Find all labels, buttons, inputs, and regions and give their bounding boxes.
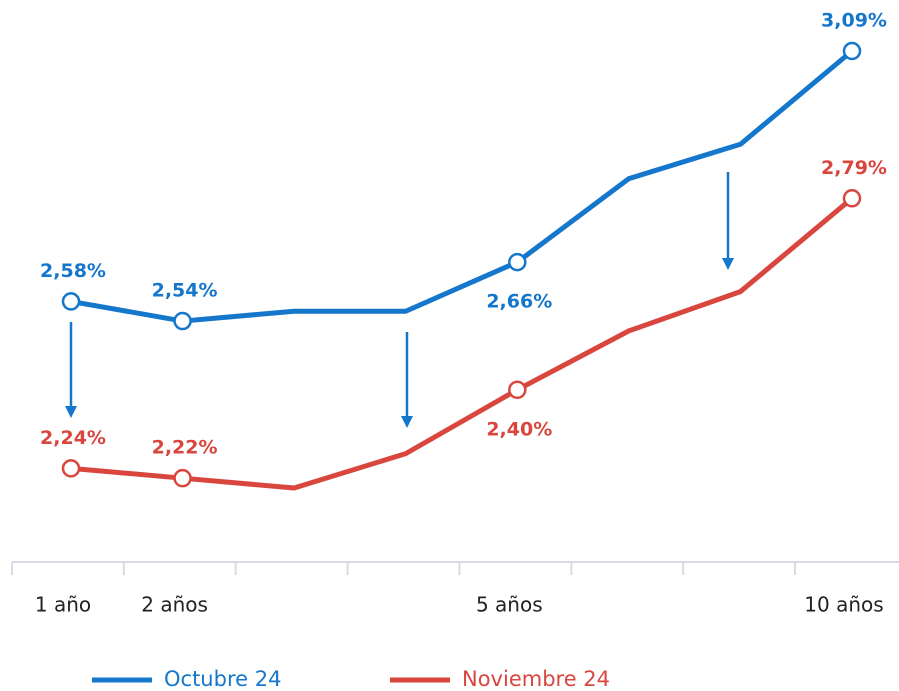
arrow-head xyxy=(401,416,413,428)
value-label: 2,54% xyxy=(152,280,218,302)
line xyxy=(70,49,854,324)
point xyxy=(61,292,81,311)
arrow-head xyxy=(722,258,734,270)
line xyxy=(70,196,854,491)
point xyxy=(508,380,527,400)
point xyxy=(508,252,527,272)
value-label: 2,58% xyxy=(40,260,106,282)
value-label: 2,24% xyxy=(40,427,106,449)
legend-label: Noviembre 24 xyxy=(462,667,610,691)
x-tick-label: 2 años xyxy=(141,593,208,617)
point xyxy=(61,459,81,478)
x-tick-label: 10 años xyxy=(804,593,883,617)
point xyxy=(842,189,862,208)
x-tick-label: 5 años xyxy=(476,593,543,617)
value-label: 2,22% xyxy=(152,437,218,459)
arrow-head xyxy=(65,406,77,418)
point xyxy=(173,311,192,331)
arrows xyxy=(65,172,734,428)
point xyxy=(173,468,192,488)
value-label: 2,40% xyxy=(486,418,552,440)
legend-label: Octubre 24 xyxy=(164,667,281,691)
value-label: 2,79% xyxy=(821,157,887,179)
x-tick-label: 1 año xyxy=(35,593,91,617)
value-label: 2,66% xyxy=(486,291,552,313)
value-label: 3,09% xyxy=(821,10,887,32)
point xyxy=(842,41,862,61)
